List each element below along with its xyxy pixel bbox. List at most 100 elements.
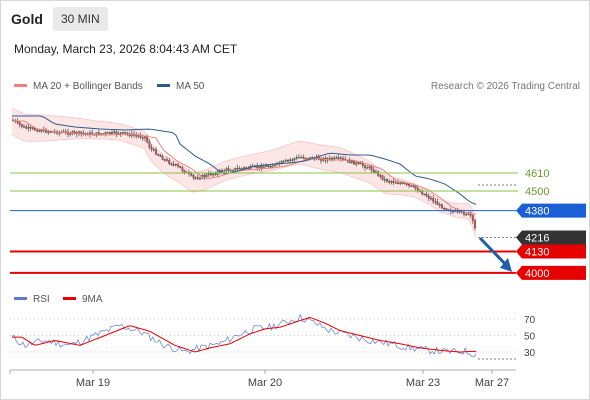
- candle-body: [333, 157, 336, 160]
- candle-body: [210, 173, 212, 176]
- candle-body: [282, 160, 285, 163]
- legend-ma50-label: MA 50: [176, 81, 205, 92]
- candle-body: [441, 204, 443, 209]
- timestamp: Monday, March 23, 2026 8:04:43 AM CET: [14, 42, 238, 56]
- legend-9ma-label: 9MA: [82, 294, 103, 305]
- candle-body: [260, 165, 263, 169]
- candle-body: [320, 159, 322, 161]
- candle-body: [287, 160, 289, 162]
- candle-body: [141, 137, 144, 139]
- candle-body: [172, 164, 175, 166]
- candle-body: [199, 178, 201, 180]
- legend-ma50: MA 50: [157, 80, 204, 94]
- candle-body: [298, 157, 300, 159]
- forecast-arrow-shaft: [478, 236, 508, 266]
- candle-body: [190, 173, 193, 176]
- candle-body: [146, 136, 149, 143]
- candle-body: [144, 136, 146, 139]
- rsi-plot: 70 50 30: [10, 313, 536, 360]
- candle-body: [155, 149, 157, 155]
- candle-body: [161, 156, 164, 160]
- candle-body: [232, 170, 234, 172]
- x-tick-label: Mar 23: [406, 377, 440, 389]
- candle-body: [339, 157, 342, 159]
- candle-body: [38, 130, 41, 132]
- time-axis: Mar 19 Mar 20 Mar 23 Mar 27: [9, 369, 516, 389]
- candle-body: [205, 174, 208, 177]
- candle-body: [430, 197, 432, 200]
- candle-body: [236, 168, 239, 170]
- candle-body: [49, 131, 52, 133]
- candle-body: [243, 167, 245, 169]
- candle-body: [163, 159, 166, 161]
- candle-body: [427, 195, 430, 199]
- candle-body: [465, 214, 468, 216]
- level-4216-label: 4216: [525, 232, 549, 244]
- candle-body: [113, 131, 116, 133]
- bollinger-upper-line: [11, 107, 477, 220]
- candle-body: [69, 133, 72, 135]
- candle-body: [350, 160, 353, 163]
- candle-body: [229, 170, 232, 172]
- candle-body: [221, 170, 223, 172]
- ma20-swatch: [14, 83, 27, 87]
- level-4000-tag: [516, 265, 586, 280]
- candle-body: [388, 181, 391, 183]
- candle-body: [148, 141, 151, 148]
- candle-body: [434, 201, 437, 203]
- candle-body: [135, 135, 138, 137]
- candle-body: [203, 175, 206, 177]
- candle-body: [366, 167, 369, 169]
- level-4380-tag: [516, 203, 586, 218]
- candle-body: [31, 127, 34, 129]
- forecast-arrow-head: [500, 257, 512, 272]
- candle-body: [436, 201, 439, 205]
- candle-body: [425, 194, 428, 197]
- candle-body: [159, 154, 162, 157]
- legend-ma20-label: MA 20 + Bollinger Bands: [33, 81, 143, 92]
- candle-body: [379, 175, 382, 177]
- candle-body: [240, 168, 243, 170]
- candle-body: [401, 182, 404, 184]
- candle-body: [357, 162, 360, 164]
- candle-body: [377, 171, 380, 176]
- candle-body: [227, 168, 230, 171]
- candle-body: [471, 215, 474, 221]
- timeframe-badge[interactable]: 30 MIN: [53, 7, 108, 31]
- candle-body: [177, 164, 179, 167]
- header-bar: Gold 30 MIN: [1, 1, 589, 37]
- x-tick-label: Mar 27: [475, 377, 509, 389]
- rsi-swatch: [14, 296, 27, 300]
- candle-body: [284, 160, 287, 162]
- candle-body: [212, 173, 215, 176]
- candle-body: [331, 157, 333, 160]
- candle-body: [443, 208, 446, 210]
- candle-body: [368, 166, 371, 168]
- candle-body: [20, 124, 23, 127]
- level-4130-label: 4130: [525, 247, 549, 259]
- candle-body: [157, 154, 160, 156]
- candle-body: [293, 158, 296, 160]
- candle-body: [399, 182, 402, 185]
- candle-body: [412, 185, 415, 187]
- level-4380-label: 4380: [525, 206, 549, 218]
- candle-body: [452, 210, 454, 213]
- candle-body: [335, 157, 338, 159]
- ma50-swatch: [157, 83, 170, 87]
- candle-body: [269, 166, 272, 168]
- candle-body: [291, 159, 294, 161]
- candle-body: [289, 159, 292, 161]
- candle-body: [194, 177, 197, 179]
- candle-body: [40, 130, 43, 132]
- candle-body: [359, 162, 362, 165]
- instrument-title: Gold: [11, 11, 43, 27]
- level-4130-tag: [516, 244, 586, 259]
- candle-body: [342, 158, 344, 160]
- legend-ma20: MA 20 + Bollinger Bands: [14, 80, 143, 94]
- candle-body: [119, 132, 122, 134]
- candle-body: [370, 166, 373, 171]
- candle-body: [432, 198, 435, 202]
- candle-body: [181, 167, 184, 171]
- candle-body: [258, 165, 261, 168]
